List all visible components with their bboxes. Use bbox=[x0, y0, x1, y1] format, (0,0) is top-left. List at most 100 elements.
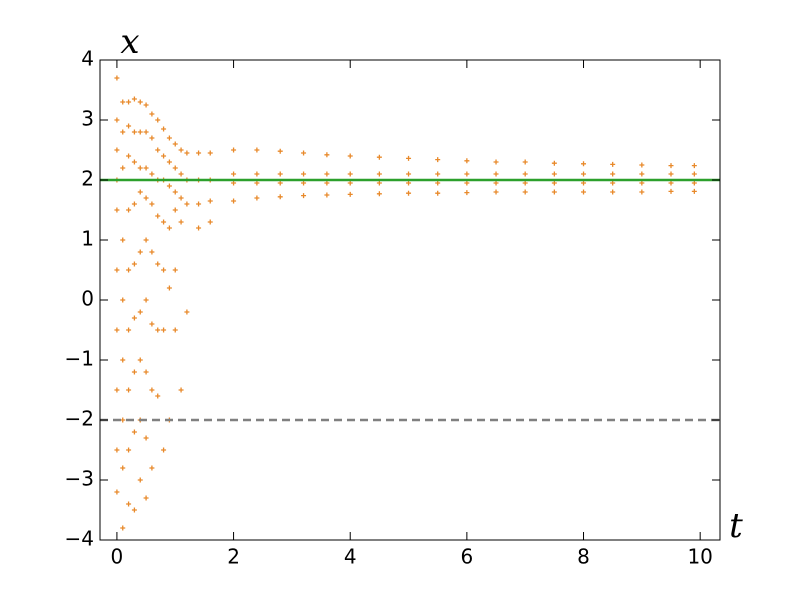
data-point bbox=[277, 194, 283, 200]
x-tick-label: 4 bbox=[344, 545, 357, 569]
data-point bbox=[639, 162, 645, 168]
data-point bbox=[254, 180, 260, 186]
data-point bbox=[493, 189, 499, 195]
data-point bbox=[376, 191, 382, 197]
data-point bbox=[277, 171, 283, 177]
data-point bbox=[143, 195, 149, 201]
data-point bbox=[493, 180, 499, 186]
data-point bbox=[155, 393, 161, 399]
data-point bbox=[301, 150, 307, 156]
y-tick-label: 2 bbox=[81, 167, 94, 191]
data-point bbox=[581, 189, 587, 195]
data-point bbox=[668, 163, 674, 169]
data-point bbox=[149, 111, 155, 117]
data-point bbox=[114, 147, 120, 153]
data-point bbox=[376, 180, 382, 186]
data-point bbox=[143, 495, 149, 501]
data-point bbox=[301, 171, 307, 177]
data-point bbox=[551, 180, 557, 186]
data-point bbox=[207, 150, 213, 156]
data-point bbox=[114, 327, 120, 333]
data-point bbox=[691, 180, 697, 186]
data-point bbox=[166, 135, 172, 141]
data-point bbox=[114, 117, 120, 123]
data-point bbox=[639, 189, 645, 195]
x-tick-label: 0 bbox=[111, 545, 124, 569]
data-point bbox=[324, 192, 330, 198]
data-point bbox=[155, 261, 161, 267]
data-point bbox=[161, 126, 167, 132]
data-point bbox=[137, 189, 143, 195]
data-point bbox=[522, 171, 528, 177]
data-point bbox=[126, 501, 132, 507]
data-point bbox=[184, 150, 190, 156]
data-point bbox=[522, 189, 528, 195]
data-point bbox=[172, 267, 178, 273]
data-point bbox=[166, 285, 172, 291]
data-point bbox=[166, 225, 172, 231]
x-axis-label: t bbox=[729, 506, 743, 546]
data-point bbox=[114, 489, 120, 495]
data-point bbox=[522, 180, 528, 186]
data-point bbox=[691, 163, 697, 169]
data-point bbox=[120, 417, 126, 423]
data-point bbox=[114, 207, 120, 213]
data-point bbox=[610, 171, 616, 177]
data-point bbox=[137, 249, 143, 255]
data-point bbox=[376, 154, 382, 160]
data-point bbox=[137, 309, 143, 315]
data-point bbox=[406, 155, 412, 161]
data-point bbox=[196, 225, 202, 231]
data-point bbox=[161, 267, 167, 273]
data-point bbox=[691, 171, 697, 177]
data-point bbox=[406, 171, 412, 177]
data-point bbox=[149, 171, 155, 177]
data-point bbox=[196, 150, 202, 156]
data-point bbox=[551, 160, 557, 166]
y-tick-label: −2 bbox=[65, 407, 94, 431]
data-point bbox=[131, 96, 137, 102]
data-point bbox=[551, 171, 557, 177]
data-point bbox=[347, 153, 353, 159]
data-point bbox=[161, 447, 167, 453]
data-point bbox=[120, 99, 126, 105]
data-point bbox=[178, 171, 184, 177]
data-point bbox=[178, 219, 184, 225]
data-point bbox=[143, 129, 149, 135]
data-point bbox=[120, 129, 126, 135]
data-point bbox=[231, 180, 237, 186]
data-point bbox=[435, 190, 441, 196]
data-point bbox=[464, 190, 470, 196]
data-point bbox=[143, 165, 149, 171]
data-point bbox=[172, 165, 178, 171]
data-point bbox=[155, 117, 161, 123]
data-point bbox=[131, 261, 137, 267]
x-tick-label: 2 bbox=[227, 545, 240, 569]
data-point bbox=[376, 171, 382, 177]
data-point bbox=[231, 147, 237, 153]
data-point bbox=[155, 213, 161, 219]
data-point bbox=[161, 219, 167, 225]
data-point bbox=[551, 189, 557, 195]
data-point bbox=[131, 507, 137, 513]
data-point bbox=[114, 267, 120, 273]
y-tick-label: 0 bbox=[81, 287, 94, 311]
data-point bbox=[137, 477, 143, 483]
data-point bbox=[143, 297, 149, 303]
data-point bbox=[155, 327, 161, 333]
data-point bbox=[149, 135, 155, 141]
data-point bbox=[143, 102, 149, 108]
data-point bbox=[610, 161, 616, 167]
data-point bbox=[126, 267, 132, 273]
data-point bbox=[149, 465, 155, 471]
data-point bbox=[166, 183, 172, 189]
data-point bbox=[126, 447, 132, 453]
data-point bbox=[120, 357, 126, 363]
data-point bbox=[301, 193, 307, 199]
data-point bbox=[207, 219, 213, 225]
data-point bbox=[131, 129, 137, 135]
data-point bbox=[347, 191, 353, 197]
data-point bbox=[347, 180, 353, 186]
